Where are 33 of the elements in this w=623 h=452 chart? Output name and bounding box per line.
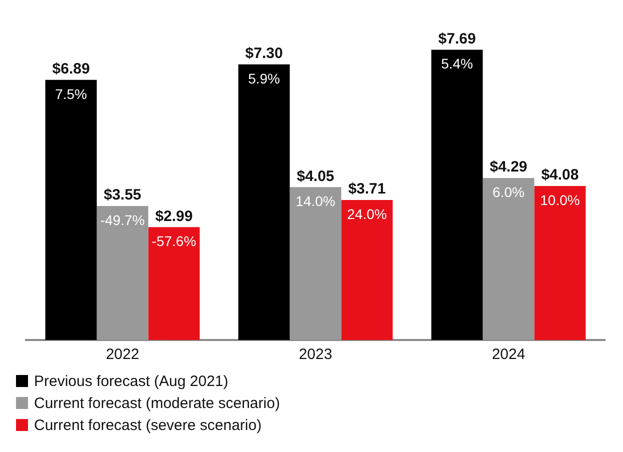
- bar: [96, 206, 148, 340]
- data-label: $4.29: [490, 158, 528, 176]
- annotation: 5.9%: [248, 70, 280, 86]
- x-tick-label: 2022: [106, 346, 140, 364]
- annotation: 7.5%: [55, 86, 87, 102]
- data-label: $3.55: [104, 186, 142, 204]
- annotation: 10.0%: [540, 192, 580, 208]
- annotation: 24.0%: [347, 206, 387, 222]
- legend-label: Current forecast (severe scenario): [34, 416, 262, 434]
- bar: [45, 80, 97, 340]
- legend-label: Current forecast (moderate scenario): [34, 394, 280, 412]
- data-label: $2.99: [155, 208, 193, 225]
- bar: [290, 187, 342, 340]
- annotation: 6.0%: [492, 184, 524, 200]
- annotation: 5.4%: [441, 56, 473, 72]
- data-label: $7.69: [438, 30, 476, 48]
- x-tick-label: 2023: [298, 346, 332, 364]
- bar: [482, 178, 534, 340]
- data-label: $3.71: [348, 180, 386, 198]
- bar: [341, 200, 393, 340]
- data-label: $7.30: [245, 45, 283, 62]
- data-label: $4.08: [541, 166, 579, 184]
- bar: [534, 186, 586, 340]
- data-label: $4.05: [296, 168, 334, 185]
- bar: [148, 227, 200, 340]
- x-tick-label: 2024: [492, 346, 526, 364]
- bar: [431, 50, 483, 340]
- annotation: 14.0%: [296, 192, 336, 209]
- legend-label: Previous forecast (Aug 2021): [34, 372, 228, 390]
- annotation: -49.7%: [100, 212, 145, 228]
- data-label: $6.89: [52, 60, 90, 78]
- bar: [238, 64, 290, 340]
- annotation: -57.6%: [152, 232, 196, 249]
